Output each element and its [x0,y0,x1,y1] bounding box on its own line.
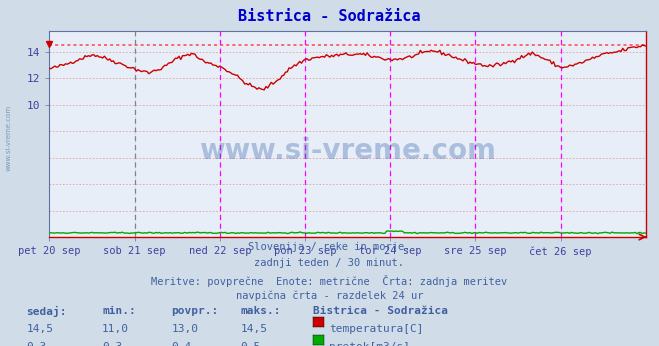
Text: 14,5: 14,5 [241,324,268,334]
Text: 11,0: 11,0 [102,324,129,334]
Text: zadnji teden / 30 minut.: zadnji teden / 30 minut. [254,258,405,268]
Text: 14,5: 14,5 [26,324,53,334]
Text: Bistrica - Sodražica: Bistrica - Sodražica [239,9,420,24]
Text: povpr.:: povpr.: [171,306,219,316]
Text: maks.:: maks.: [241,306,281,316]
Text: 13,0: 13,0 [171,324,198,334]
Text: www.si-vreme.com: www.si-vreme.com [199,137,496,165]
Text: 0,3: 0,3 [26,342,47,346]
Text: 0,3: 0,3 [102,342,123,346]
Text: navpična črta - razdelek 24 ur: navpična črta - razdelek 24 ur [236,291,423,301]
Text: 0,5: 0,5 [241,342,261,346]
Text: 0,4: 0,4 [171,342,192,346]
Text: www.si-vreme.com: www.si-vreme.com [5,105,11,172]
Text: pretok[m3/s]: pretok[m3/s] [329,342,410,346]
Text: Slovenija / reke in morje.: Slovenija / reke in morje. [248,242,411,252]
Text: Bistrica - Sodražica: Bistrica - Sodražica [313,306,448,316]
Text: Meritve: povprečne  Enote: metrične  Črta: zadnja meritev: Meritve: povprečne Enote: metrične Črta:… [152,275,507,287]
Text: sedaj:: sedaj: [26,306,67,317]
Text: temperatura[C]: temperatura[C] [329,324,423,334]
Text: min.:: min.: [102,306,136,316]
